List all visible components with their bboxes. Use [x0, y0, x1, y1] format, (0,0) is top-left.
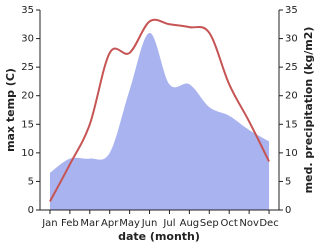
y2-tick-label: 20	[285, 91, 298, 102]
y2-tick-label: 30	[285, 34, 298, 45]
y-axis-title: max temp (C)	[4, 68, 17, 152]
y-tick-label: 0	[28, 205, 34, 216]
y2-tick-label: 5	[285, 176, 291, 187]
x-tick-label: Mar	[80, 218, 100, 229]
x-tick-label: Jan	[41, 218, 57, 229]
y-tick-label: 10	[21, 148, 34, 159]
y2-tick-label: 15	[285, 119, 298, 130]
temp-line	[49, 18, 270, 202]
x-tick-label: Oct	[221, 218, 238, 229]
x-tick-label: Nov	[239, 218, 259, 229]
y2-tick-label: 0	[285, 205, 291, 216]
y-tick-label: 30	[21, 34, 34, 45]
x-tick-label: Feb	[61, 218, 79, 229]
x-tick-label: Aug	[180, 218, 200, 229]
precip-area	[49, 32, 270, 211]
x-tick-label: Apr	[101, 218, 119, 229]
x-tick-label: Dec	[259, 218, 278, 229]
y2-tick-label: 25	[285, 62, 298, 73]
y2-tick-label: 35	[285, 5, 298, 16]
y2-axis-title: med. precipitation (kg/m2)	[302, 27, 315, 194]
y-tick-label: 35	[21, 5, 34, 16]
x-tick-label: Jul	[162, 218, 175, 229]
y-tick-label: 5	[28, 176, 34, 187]
x-tick-label: Sep	[200, 218, 219, 229]
x-tick-label: Jun	[141, 218, 158, 229]
y-tick-label: 15	[21, 119, 34, 130]
y-tick-label: 20	[21, 91, 34, 102]
y-tick-label: 25	[21, 62, 34, 73]
x-tick-label: May	[119, 218, 140, 229]
y2-tick-label: 10	[285, 148, 298, 159]
x-axis-title: date (month)	[118, 230, 200, 243]
